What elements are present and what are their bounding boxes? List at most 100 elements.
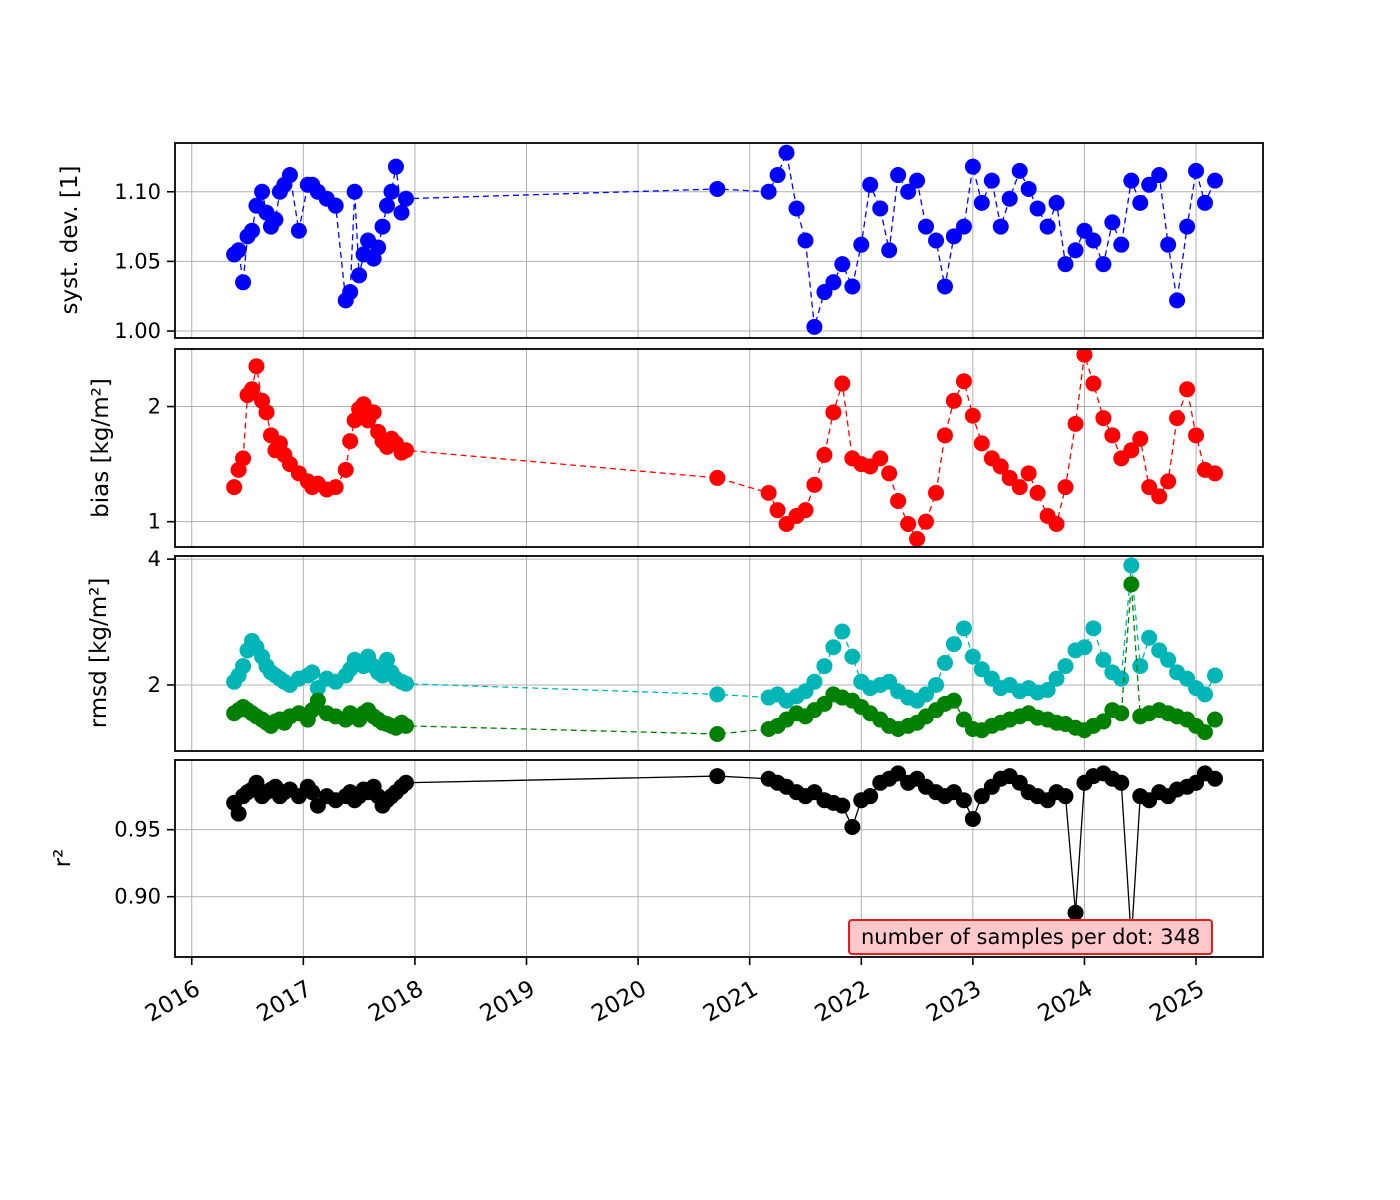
data-point-bias <box>760 484 777 501</box>
data-point-bias <box>909 530 926 547</box>
data-point-r_squared <box>1067 904 1084 921</box>
data-point-syst_dev <box>327 197 344 214</box>
data-point-syst_dev <box>900 183 917 200</box>
data-point-bias <box>397 442 414 459</box>
panel-border <box>174 759 1264 958</box>
data-point-bias <box>1151 488 1168 505</box>
ytick-label: 1.05 <box>114 249 161 273</box>
data-point-bias <box>973 435 990 452</box>
panel-border <box>174 555 1264 752</box>
data-point-r_squared <box>230 805 247 822</box>
data-point-syst_dev <box>267 211 284 228</box>
data-point-bias <box>226 479 243 496</box>
data-point-syst_dev <box>797 232 814 249</box>
data-point-rmsd_total <box>1160 651 1177 668</box>
panel-bias: 12 <box>148 348 1264 548</box>
data-point-bias <box>709 469 726 486</box>
xtick-label: 2020 <box>587 976 651 1028</box>
data-point-bias <box>890 492 907 509</box>
data-point-syst_dev <box>881 242 898 259</box>
data-point-syst_dev <box>992 218 1009 235</box>
data-point-syst_dev <box>1085 232 1102 249</box>
data-point-syst_dev <box>844 278 861 295</box>
data-point-bias <box>1020 465 1037 482</box>
data-point-rmsd_unbiased <box>1207 711 1224 728</box>
data-point-rmsd_total <box>397 675 414 692</box>
data-point-bias <box>806 476 823 493</box>
data-point-syst_dev <box>1196 194 1213 211</box>
data-point-bias <box>1011 479 1028 496</box>
ylabel-bias: bias [kg/m²] <box>88 378 114 518</box>
data-point-syst_dev <box>1188 162 1205 179</box>
data-point-bias <box>1160 473 1177 490</box>
data-point-syst_dev <box>374 218 391 235</box>
data-point-rmsd_total <box>235 658 252 675</box>
data-point-bias <box>872 450 889 467</box>
data-point-syst_dev <box>346 183 363 200</box>
data-point-syst_dev <box>235 274 252 291</box>
data-point-bias <box>1085 375 1102 392</box>
data-point-rmsd_total <box>825 639 842 656</box>
ytick-label: 2 <box>148 673 161 697</box>
data-point-syst_dev <box>290 222 307 239</box>
data-point-r_squared <box>964 810 981 827</box>
data-point-r_squared <box>397 774 414 791</box>
xtick-label: 2018 <box>364 976 428 1028</box>
data-point-syst_dev <box>1207 172 1224 189</box>
data-point-bias <box>258 404 275 421</box>
data-point-bias <box>1104 427 1121 444</box>
data-point-syst_dev <box>1011 162 1028 179</box>
data-point-rmsd_unbiased <box>1113 705 1130 722</box>
data-point-syst_dev <box>955 218 972 235</box>
data-point-bias <box>1029 484 1046 501</box>
ytick-label: 4 <box>148 547 161 571</box>
data-point-bias <box>928 484 945 501</box>
data-point-syst_dev <box>862 176 879 193</box>
data-point-syst_dev <box>853 236 870 253</box>
data-point-bias <box>964 407 981 424</box>
data-point-syst_dev <box>917 218 934 235</box>
data-point-rmsd_total <box>964 648 981 665</box>
data-point-syst_dev <box>1095 256 1112 273</box>
data-point-syst_dev <box>1029 200 1046 217</box>
data-point-bias <box>881 465 898 482</box>
data-point-rmsd_total <box>1057 658 1074 675</box>
data-point-r_squared <box>890 765 907 782</box>
data-point-bias <box>235 450 252 467</box>
data-point-syst_dev <box>243 222 260 239</box>
data-point-syst_dev <box>342 284 359 301</box>
data-point-syst_dev <box>1039 218 1056 235</box>
data-point-rmsd_total <box>304 664 321 681</box>
data-point-rmsd_total <box>973 661 990 678</box>
data-point-bias <box>945 392 962 409</box>
data-point-rmsd_total <box>1076 639 1093 656</box>
data-point-rmsd_total <box>379 651 396 668</box>
data-point-bias <box>1188 427 1205 444</box>
data-point-r_squared <box>955 792 972 809</box>
data-point-rmsd_total <box>816 658 833 675</box>
xtick-label: 2017 <box>253 976 317 1028</box>
data-point-rmsd_total <box>834 623 851 640</box>
data-point-syst_dev <box>1141 176 1158 193</box>
data-point-syst_dev <box>1057 256 1074 273</box>
data-point-syst_dev <box>1104 214 1121 231</box>
data-point-bias <box>797 502 814 519</box>
ytick-label: 0.95 <box>114 818 161 842</box>
data-point-rmsd_unbiased <box>709 726 726 743</box>
data-point-r_squared <box>973 788 990 805</box>
data-point-bias <box>1123 442 1140 459</box>
data-point-syst_dev <box>370 239 387 256</box>
data-point-r_squared <box>844 819 861 836</box>
data-point-rmsd_total <box>1113 670 1130 687</box>
data-point-rmsd_total <box>844 648 861 665</box>
data-point-syst_dev <box>945 228 962 245</box>
data-point-syst_dev <box>1001 190 1018 207</box>
ytick-label: 1.00 <box>114 319 161 343</box>
data-point-rmsd_total <box>1085 620 1102 637</box>
data-point-bias <box>1067 415 1084 432</box>
data-point-syst_dev <box>872 200 889 217</box>
data-point-rmsd_total <box>709 686 726 703</box>
data-point-rmsd_total <box>1207 667 1224 684</box>
data-point-syst_dev <box>1179 218 1196 235</box>
